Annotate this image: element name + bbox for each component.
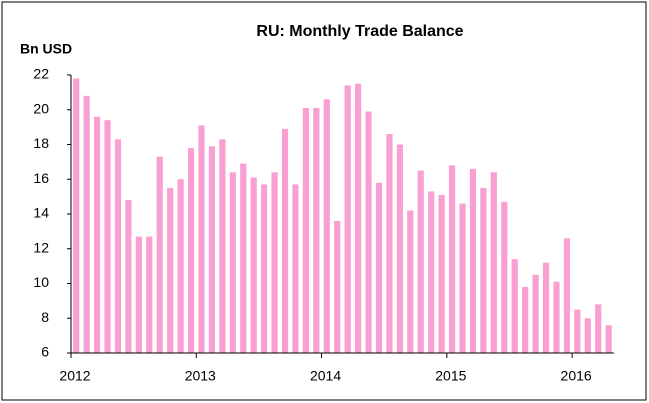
- bar: [240, 163, 247, 353]
- bar: [261, 184, 268, 353]
- y-tick-label: 8: [41, 309, 49, 325]
- y-tick-label: 12: [33, 239, 49, 255]
- bar: [386, 134, 393, 353]
- bar: [448, 165, 456, 353]
- bar: [292, 184, 299, 353]
- bar: [501, 201, 508, 353]
- bar: [323, 99, 330, 353]
- bar: [229, 172, 236, 353]
- bar: [135, 236, 142, 353]
- bar: [417, 170, 424, 353]
- bar: [156, 156, 163, 353]
- x-tick-label: 2013: [185, 368, 216, 384]
- bar: [104, 120, 111, 353]
- bar: [344, 85, 351, 354]
- y-tick-label: 16: [33, 170, 49, 186]
- bar: [490, 172, 497, 353]
- bar: [313, 108, 320, 353]
- y-tick-label: 10: [33, 274, 49, 290]
- bar: [375, 182, 383, 353]
- bar: [365, 111, 372, 353]
- y-tick-label: 6: [41, 344, 49, 360]
- y-axis-label: Bn USD: [20, 41, 72, 57]
- bar: [94, 116, 101, 353]
- bar: [83, 95, 90, 353]
- bar: [584, 318, 591, 353]
- bar: [271, 172, 278, 353]
- bar: [480, 187, 487, 353]
- bar: [219, 139, 226, 353]
- x-tick-label: 2014: [310, 368, 341, 384]
- bar: [355, 83, 362, 353]
- bar: [167, 187, 174, 353]
- bar: [302, 108, 309, 353]
- y-tick-label: 14: [33, 205, 49, 221]
- bar: [114, 139, 122, 353]
- bar: [407, 210, 414, 353]
- y-tick-label: 18: [33, 135, 49, 151]
- y-tick-label: 20: [33, 100, 49, 116]
- bar: [595, 304, 602, 353]
- bar: [396, 144, 403, 353]
- bar: [428, 191, 435, 353]
- bar: [553, 281, 560, 353]
- bar: [438, 194, 445, 353]
- bar: [459, 203, 466, 353]
- bar: [250, 177, 257, 353]
- bar: [469, 168, 477, 353]
- x-tick-label: 2015: [435, 368, 466, 384]
- bar: [187, 147, 195, 353]
- bar: [605, 325, 612, 353]
- bar: [208, 146, 216, 353]
- bar: [177, 179, 184, 353]
- bar: [125, 200, 132, 353]
- bar: [73, 78, 80, 353]
- bar: [334, 220, 341, 353]
- bar: [522, 286, 529, 353]
- x-tick-label: 2016: [561, 368, 592, 384]
- bar: [563, 238, 570, 353]
- x-tick-label: 2012: [59, 368, 90, 384]
- bar: [511, 259, 518, 353]
- bar: [198, 125, 205, 353]
- y-tick-label: 22: [33, 66, 49, 82]
- bar: [574, 309, 581, 353]
- bar: [532, 274, 539, 353]
- bar: [542, 262, 550, 353]
- chart-title: RU: Monthly Trade Balance: [256, 23, 463, 40]
- bar: [146, 236, 153, 353]
- bar: [281, 128, 289, 353]
